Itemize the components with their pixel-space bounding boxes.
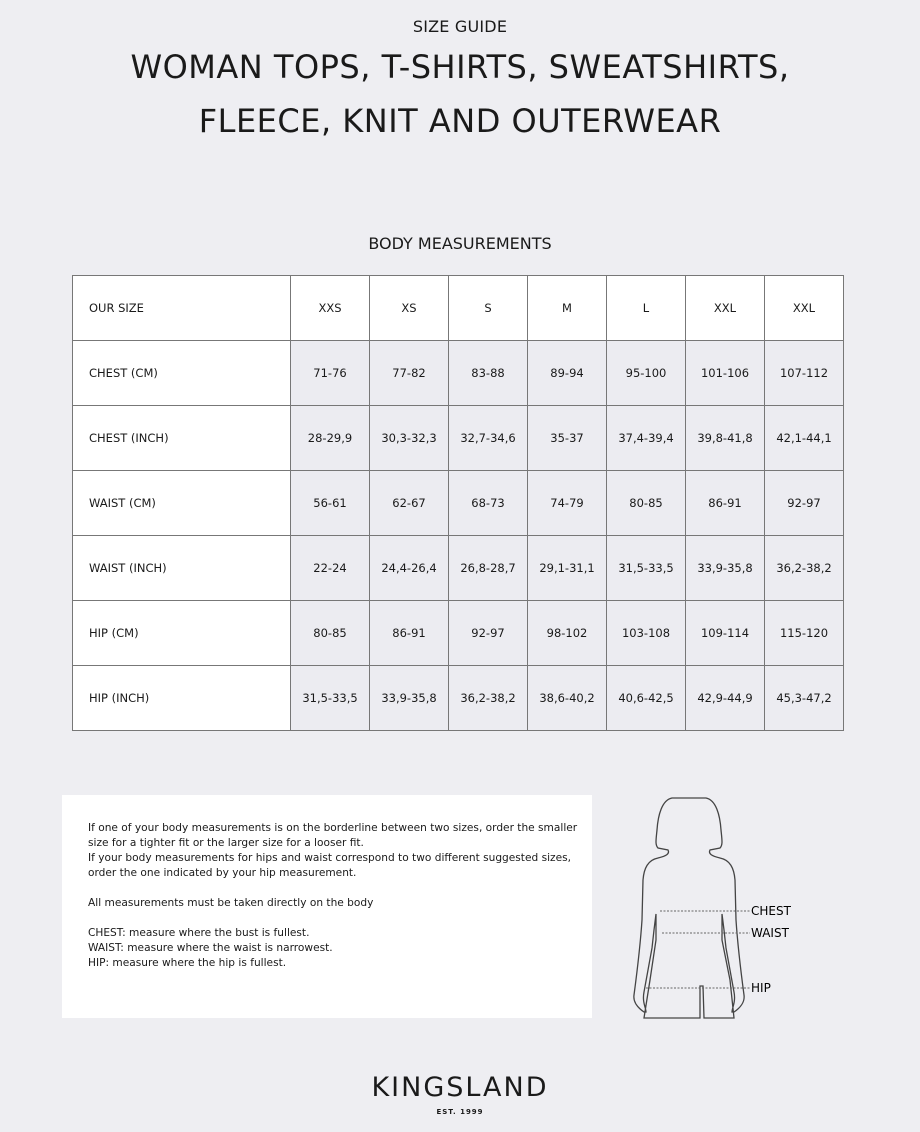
table-cell: 33,9-35,8 (685, 535, 765, 601)
table-header-row: OUR SIZE XXS XS S M L XXL XXL (72, 275, 844, 341)
table-cell: 74-79 (527, 470, 607, 536)
table-row: HIP (INCH) 31,5-33,5 33,9-35,8 36,2-38,2 38,… (72, 665, 844, 731)
brand-est: EST. 1999 (436, 1108, 484, 1116)
note-borderline: If one of your body measurements is on t… (88, 822, 578, 849)
table-cell: 35-37 (527, 405, 607, 471)
page-title-line-2: FLEECE, KNIT AND OUTERWEAR (198, 102, 722, 140)
note-waist: WAIST: measure where the waist is narrow… (88, 942, 333, 954)
table-cell: 92-97 (448, 600, 528, 666)
table-cell: 42,1-44,1 (764, 405, 844, 471)
table-row: HIP (CM) 80-85 86-91 92-97 98-102 103-108 109-… (72, 600, 844, 666)
table-cell: 22-24 (290, 535, 370, 601)
table-cell: 86-91 (369, 600, 449, 666)
table-cell: 39,8-41,8 (685, 405, 765, 471)
table-cell: 80-85 (606, 470, 686, 536)
size-header: L (606, 275, 686, 341)
table-cell: 83-88 (448, 340, 528, 406)
section-title: BODY MEASUREMENTS (368, 234, 552, 253)
table-cell: 101-106 (685, 340, 765, 406)
table-cell: 24,4-26,4 (369, 535, 449, 601)
row-label: HIP (CM) (72, 600, 291, 666)
table-cell: 77-82 (369, 340, 449, 406)
table-row: CHEST (INCH) 28-29,9 30,3-32,3 32,7-34,6 35-… (72, 405, 844, 471)
table-row: WAIST (CM) 56-61 62-67 68-73 74-79 80-85 86-91… (72, 470, 844, 536)
note-hip: HIP: measure where the hip is fullest. (88, 957, 287, 969)
table-cell: 86-91 (685, 470, 765, 536)
body-figure-illustration: CHEST WAIST HIP (633, 797, 792, 1019)
table-cell: 33,9-35,8 (369, 665, 449, 731)
table-cell: 103-108 (606, 600, 686, 666)
header-label: OUR SIZE (72, 275, 291, 341)
table-row: WAIST (INCH) 22-24 24,4-26,4 26,8-28,7 29,1-… (72, 535, 844, 601)
notes-box: If one of your body measurements is on t… (62, 795, 592, 1018)
note-hip-priority: If your body measurements for hips and w… (88, 852, 571, 879)
size-header: M (527, 275, 607, 341)
table-cell: 40,6-42,5 (606, 665, 686, 731)
note-direct: All measurements must be taken directly … (88, 897, 374, 909)
table-cell: 62-67 (369, 470, 449, 536)
row-label: WAIST (INCH) (72, 535, 291, 601)
row-label: CHEST (INCH) (72, 405, 291, 471)
page-title-line-1: WOMAN TOPS, T-SHIRTS, SWEATSHIRTS, (130, 48, 790, 86)
size-header: XS (369, 275, 449, 341)
table-cell: 37,4-39,4 (606, 405, 686, 471)
table-cell: 45,3-47,2 (764, 665, 844, 731)
hip-label: HIP (751, 981, 771, 995)
table-cell: 36,2-38,2 (764, 535, 844, 601)
size-header: XXL (764, 275, 844, 341)
table-cell: 109-114 (685, 600, 765, 666)
chest-label: CHEST (751, 904, 792, 918)
table-cell: 26,8-28,7 (448, 535, 528, 601)
note-chest: CHEST: measure where the bust is fullest… (88, 927, 310, 939)
row-label: WAIST (CM) (72, 470, 291, 536)
waist-label: WAIST (751, 926, 790, 940)
table-cell: 36,2-38,2 (448, 665, 528, 731)
table-cell: 30,3-32,3 (369, 405, 449, 471)
table-cell: 68-73 (448, 470, 528, 536)
table-cell: 80-85 (290, 600, 370, 666)
table-cell: 95-100 (606, 340, 686, 406)
table-cell: 31,5-33,5 (606, 535, 686, 601)
table-cell: 31,5-33,5 (290, 665, 370, 731)
row-label: HIP (INCH) (72, 665, 291, 731)
row-label: CHEST (CM) (72, 340, 291, 406)
table-cell: 32,7-34,6 (448, 405, 528, 471)
table-cell: 71-76 (290, 340, 370, 406)
table-cell: 29,1-31,1 (527, 535, 607, 601)
table-cell: 115-120 (764, 600, 844, 666)
size-guide-kicker: SIZE GUIDE (412, 17, 508, 36)
table-cell: 38,6-40,2 (527, 665, 607, 731)
table-cell: 92-97 (764, 470, 844, 536)
size-header: XXL (685, 275, 765, 341)
body-outline (633, 797, 745, 1019)
size-header: S (448, 275, 528, 341)
table-cell: 98-102 (527, 600, 607, 666)
table-cell: 89-94 (527, 340, 607, 406)
size-header: XXS (290, 275, 370, 341)
table-row: CHEST (CM) 71-76 77-82 83-88 89-94 95-100 101-… (72, 340, 844, 406)
brand-logo: KINGSLAND (371, 1072, 549, 1103)
table-cell: 28-29,9 (290, 405, 370, 471)
size-table: OUR SIZE XXS XS S M L XXL XXL CHEST (CM) 71-76 77-… (72, 275, 844, 731)
table-cell: 107-112 (764, 340, 844, 406)
table-cell: 42,9-44,9 (685, 665, 765, 731)
table-cell: 56-61 (290, 470, 370, 536)
